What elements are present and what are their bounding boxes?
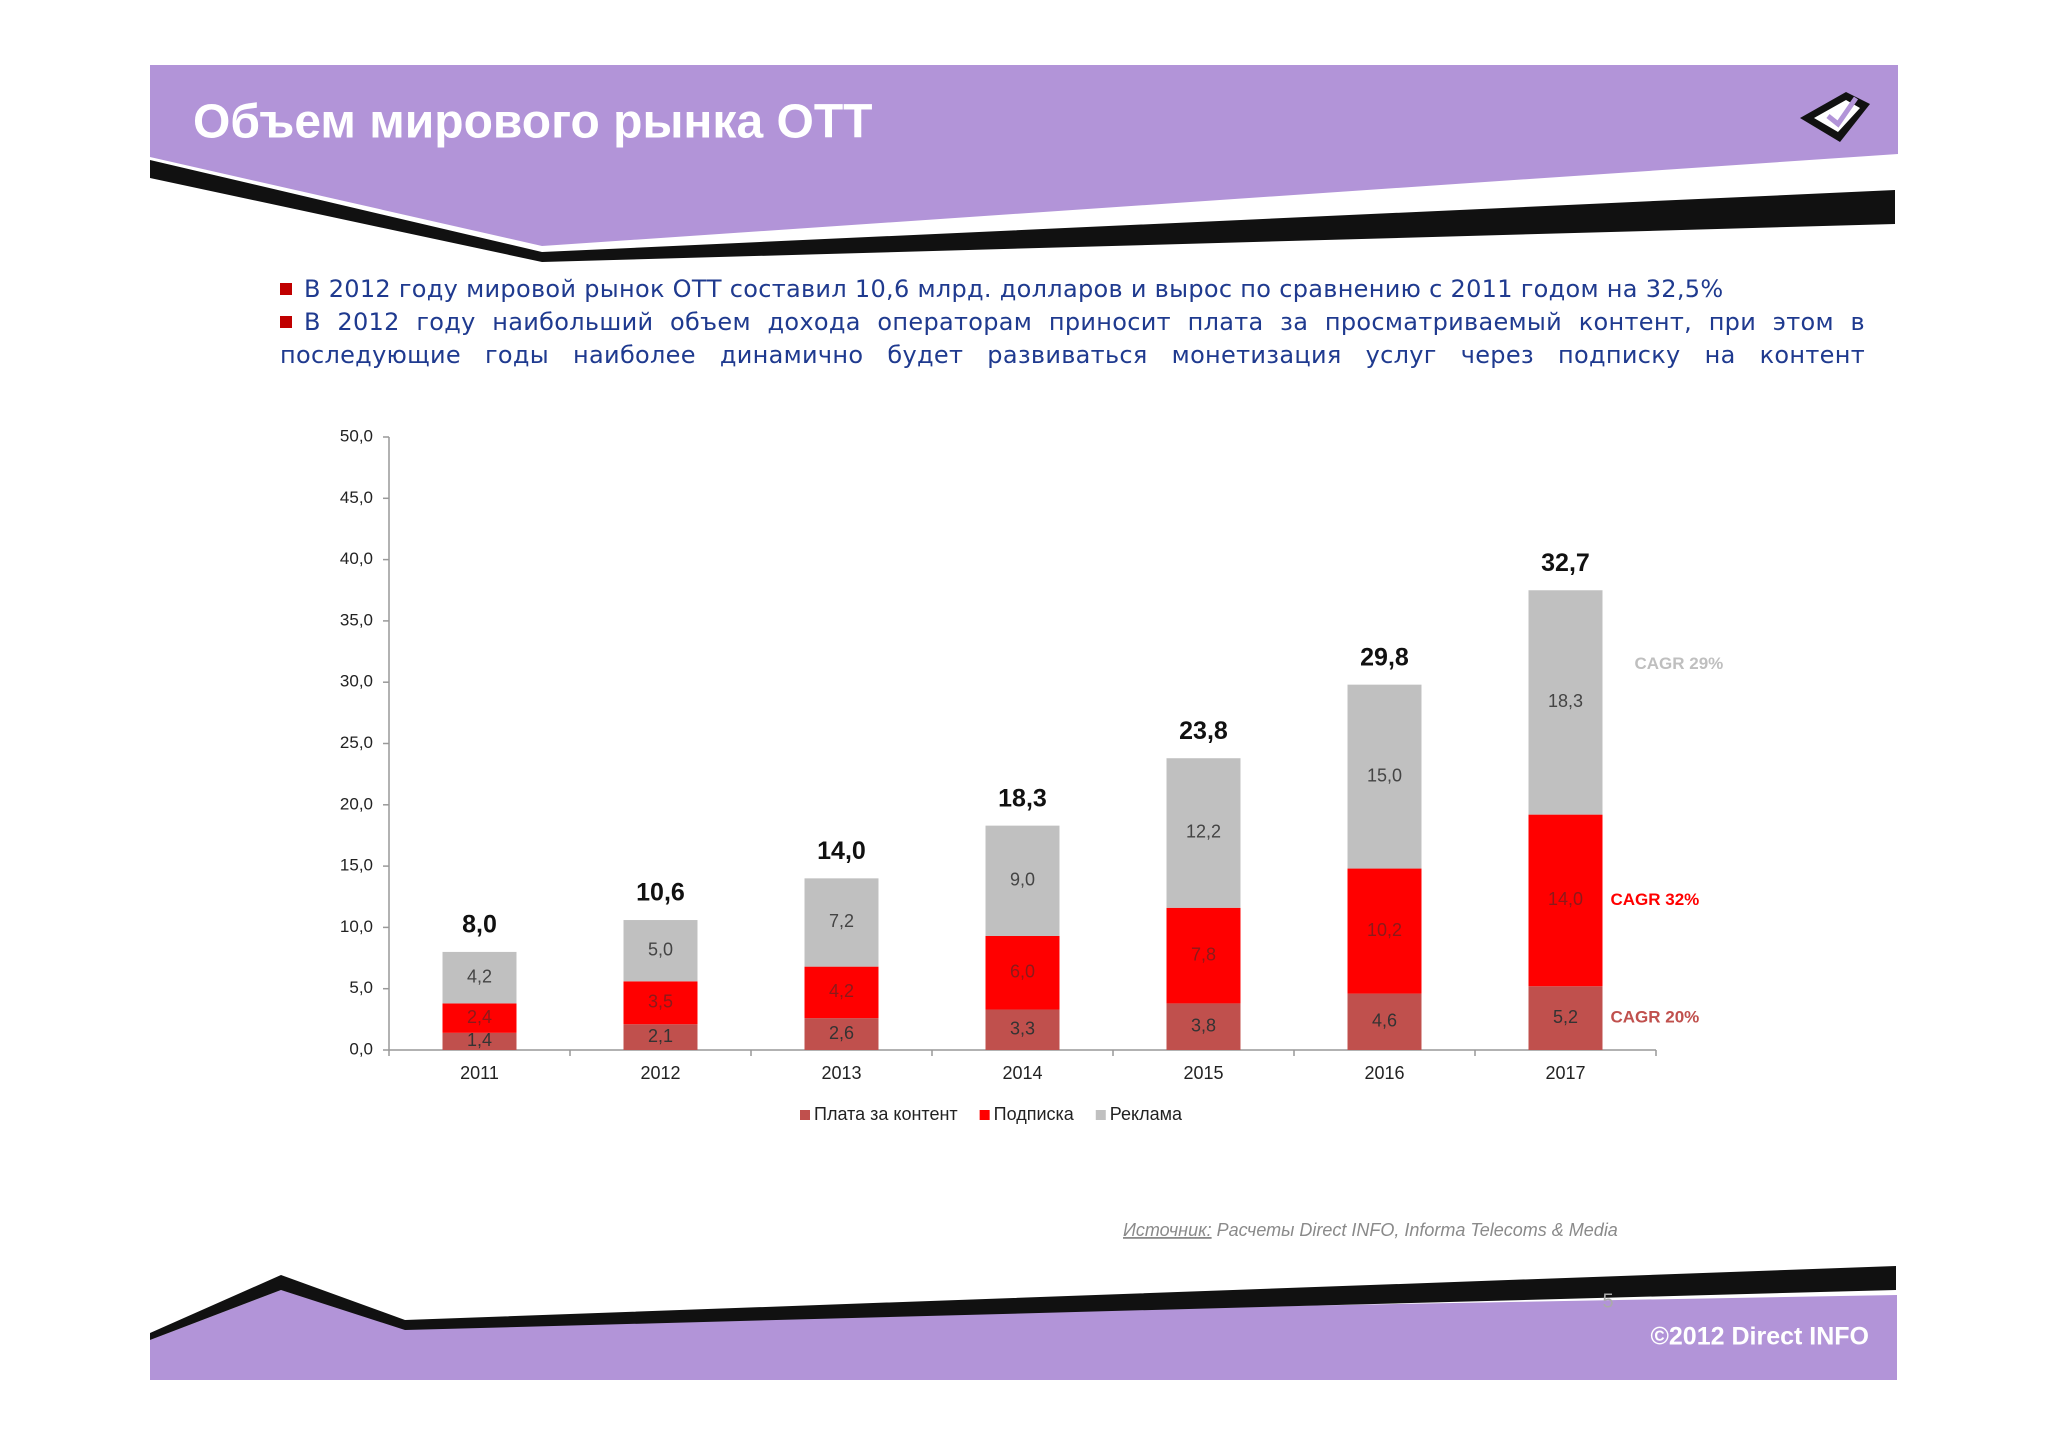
cagr-label: CAGR 32% [1611, 890, 1700, 909]
x-tick-label: 2012 [640, 1063, 680, 1083]
bullet-marker [280, 316, 292, 328]
segment-label: 10,2 [1367, 920, 1402, 940]
total-label: 10,6 [636, 879, 685, 907]
bar-segment [985, 935, 1060, 1010]
x-tick-label: 2015 [1183, 1063, 1223, 1083]
bar-segment [1528, 590, 1603, 815]
segment-label: 6,0 [1010, 962, 1035, 982]
bar-segment [985, 825, 1060, 936]
bar-segment [1347, 684, 1422, 869]
bar-segment [442, 1032, 517, 1050]
y-tick-label: 25,0 [340, 733, 373, 752]
y-tick-label: 30,0 [340, 672, 373, 691]
bar-segment [1166, 758, 1241, 908]
segment-label: 3,8 [1191, 1015, 1216, 1035]
y-tick-label: 5,0 [349, 978, 373, 997]
footer-text: ©2012 Direct INFO [1650, 1323, 1869, 1351]
bullet-marker [280, 283, 292, 295]
segment-label: 15,0 [1367, 765, 1402, 785]
segment-label: 3,5 [648, 992, 673, 1012]
legend-swatch [1095, 1110, 1106, 1120]
source: Источник: Расчеты Direct INFO, Informa T… [1123, 1220, 1618, 1240]
bar-segment [1528, 986, 1603, 1050]
segment-label: 4,2 [467, 966, 492, 986]
y-tick-label: 0,0 [349, 1039, 373, 1058]
total-label: 18,3 [998, 784, 1047, 812]
segment-label: 14,0 [1548, 889, 1583, 909]
segment-label: 12,2 [1186, 822, 1221, 842]
bullet-text: В 2012 году мировой рынок ОТТ составил 1… [304, 275, 1724, 303]
x-tick-label: 2013 [821, 1063, 861, 1083]
bar-segment [623, 981, 698, 1025]
legend-label: Подписка [994, 1104, 1075, 1124]
bar-segment [1347, 993, 1422, 1050]
segment-label: 2,1 [648, 1026, 673, 1046]
bar-segment [804, 878, 879, 967]
segment-label: 7,2 [829, 911, 854, 931]
footer-stripe [150, 1266, 1896, 1340]
segment-label: 7,8 [1191, 944, 1216, 964]
cagr-label: CAGR 29% [1635, 654, 1724, 673]
bar-segment [804, 1018, 879, 1050]
x-tick-label: 2016 [1364, 1063, 1404, 1083]
x-tick-label: 2011 [460, 1063, 499, 1083]
bar-segment [1166, 1003, 1241, 1050]
header-stripe [150, 160, 1895, 262]
bar-segment [623, 920, 698, 982]
bullet: В 2012 году наибольший объем дохода опер… [280, 306, 1865, 372]
segment-label: 2,6 [829, 1023, 854, 1043]
legend-label: Реклама [1110, 1104, 1183, 1124]
segment-label: 9,0 [1010, 870, 1035, 890]
segment-label: 5,0 [648, 939, 673, 959]
segment-label: 5,2 [1553, 1007, 1578, 1027]
segment-label: 3,3 [1010, 1019, 1035, 1039]
total-label: 14,0 [817, 837, 866, 865]
header-band [150, 65, 1898, 246]
x-tick-label: 2017 [1545, 1063, 1585, 1083]
bar-segment [1528, 814, 1603, 987]
bullet: В 2012 году мировой рынок ОТТ составил 1… [280, 273, 1865, 306]
segment-label: 1,4 [467, 1030, 492, 1050]
segment-label: 2,4 [467, 1007, 492, 1027]
bar-segment [442, 951, 517, 1004]
total-label: 29,8 [1360, 643, 1409, 671]
bar-segment [1166, 907, 1241, 1004]
bar-segment [623, 1024, 698, 1050]
y-tick-label: 45,0 [340, 488, 373, 507]
legend-label: Плата за контент [814, 1104, 958, 1124]
y-tick-label: 35,0 [340, 610, 373, 629]
total-label: 23,8 [1179, 717, 1228, 745]
logo [1800, 92, 1870, 142]
y-tick-label: 40,0 [340, 549, 373, 568]
segment-label: 4,2 [829, 981, 854, 1001]
page-number: 5 [1602, 1290, 1613, 1312]
y-tick-label: 20,0 [340, 794, 373, 813]
y-tick-label: 10,0 [340, 917, 373, 936]
segment-label: 18,3 [1548, 691, 1583, 711]
cagr-label: CAGR 20% [1611, 1008, 1700, 1027]
y-tick-label: 50,0 [340, 426, 373, 445]
bar-segment [442, 1003, 517, 1033]
total-label: 8,0 [462, 911, 497, 939]
bar-segment [1347, 868, 1422, 994]
source-prefix: Источник: [1123, 1220, 1212, 1240]
title: Объем мирового рынка ОТТ [193, 96, 872, 149]
footer-band [150, 1290, 1897, 1380]
legend-swatch [979, 1110, 990, 1120]
bar-segment [985, 1009, 1060, 1050]
bar-segment [804, 966, 879, 1019]
source-text: Расчеты Direct INFO, Informa Telecoms & … [1212, 1220, 1618, 1240]
total-label: 32,7 [1541, 549, 1590, 577]
legend-swatch [800, 1110, 810, 1120]
y-tick-label: 15,0 [340, 856, 373, 875]
bullet-text: В 2012 году наибольший объем дохода опер… [280, 308, 1865, 369]
x-tick-label: 2014 [1002, 1063, 1042, 1083]
segment-label: 4,6 [1372, 1011, 1397, 1031]
